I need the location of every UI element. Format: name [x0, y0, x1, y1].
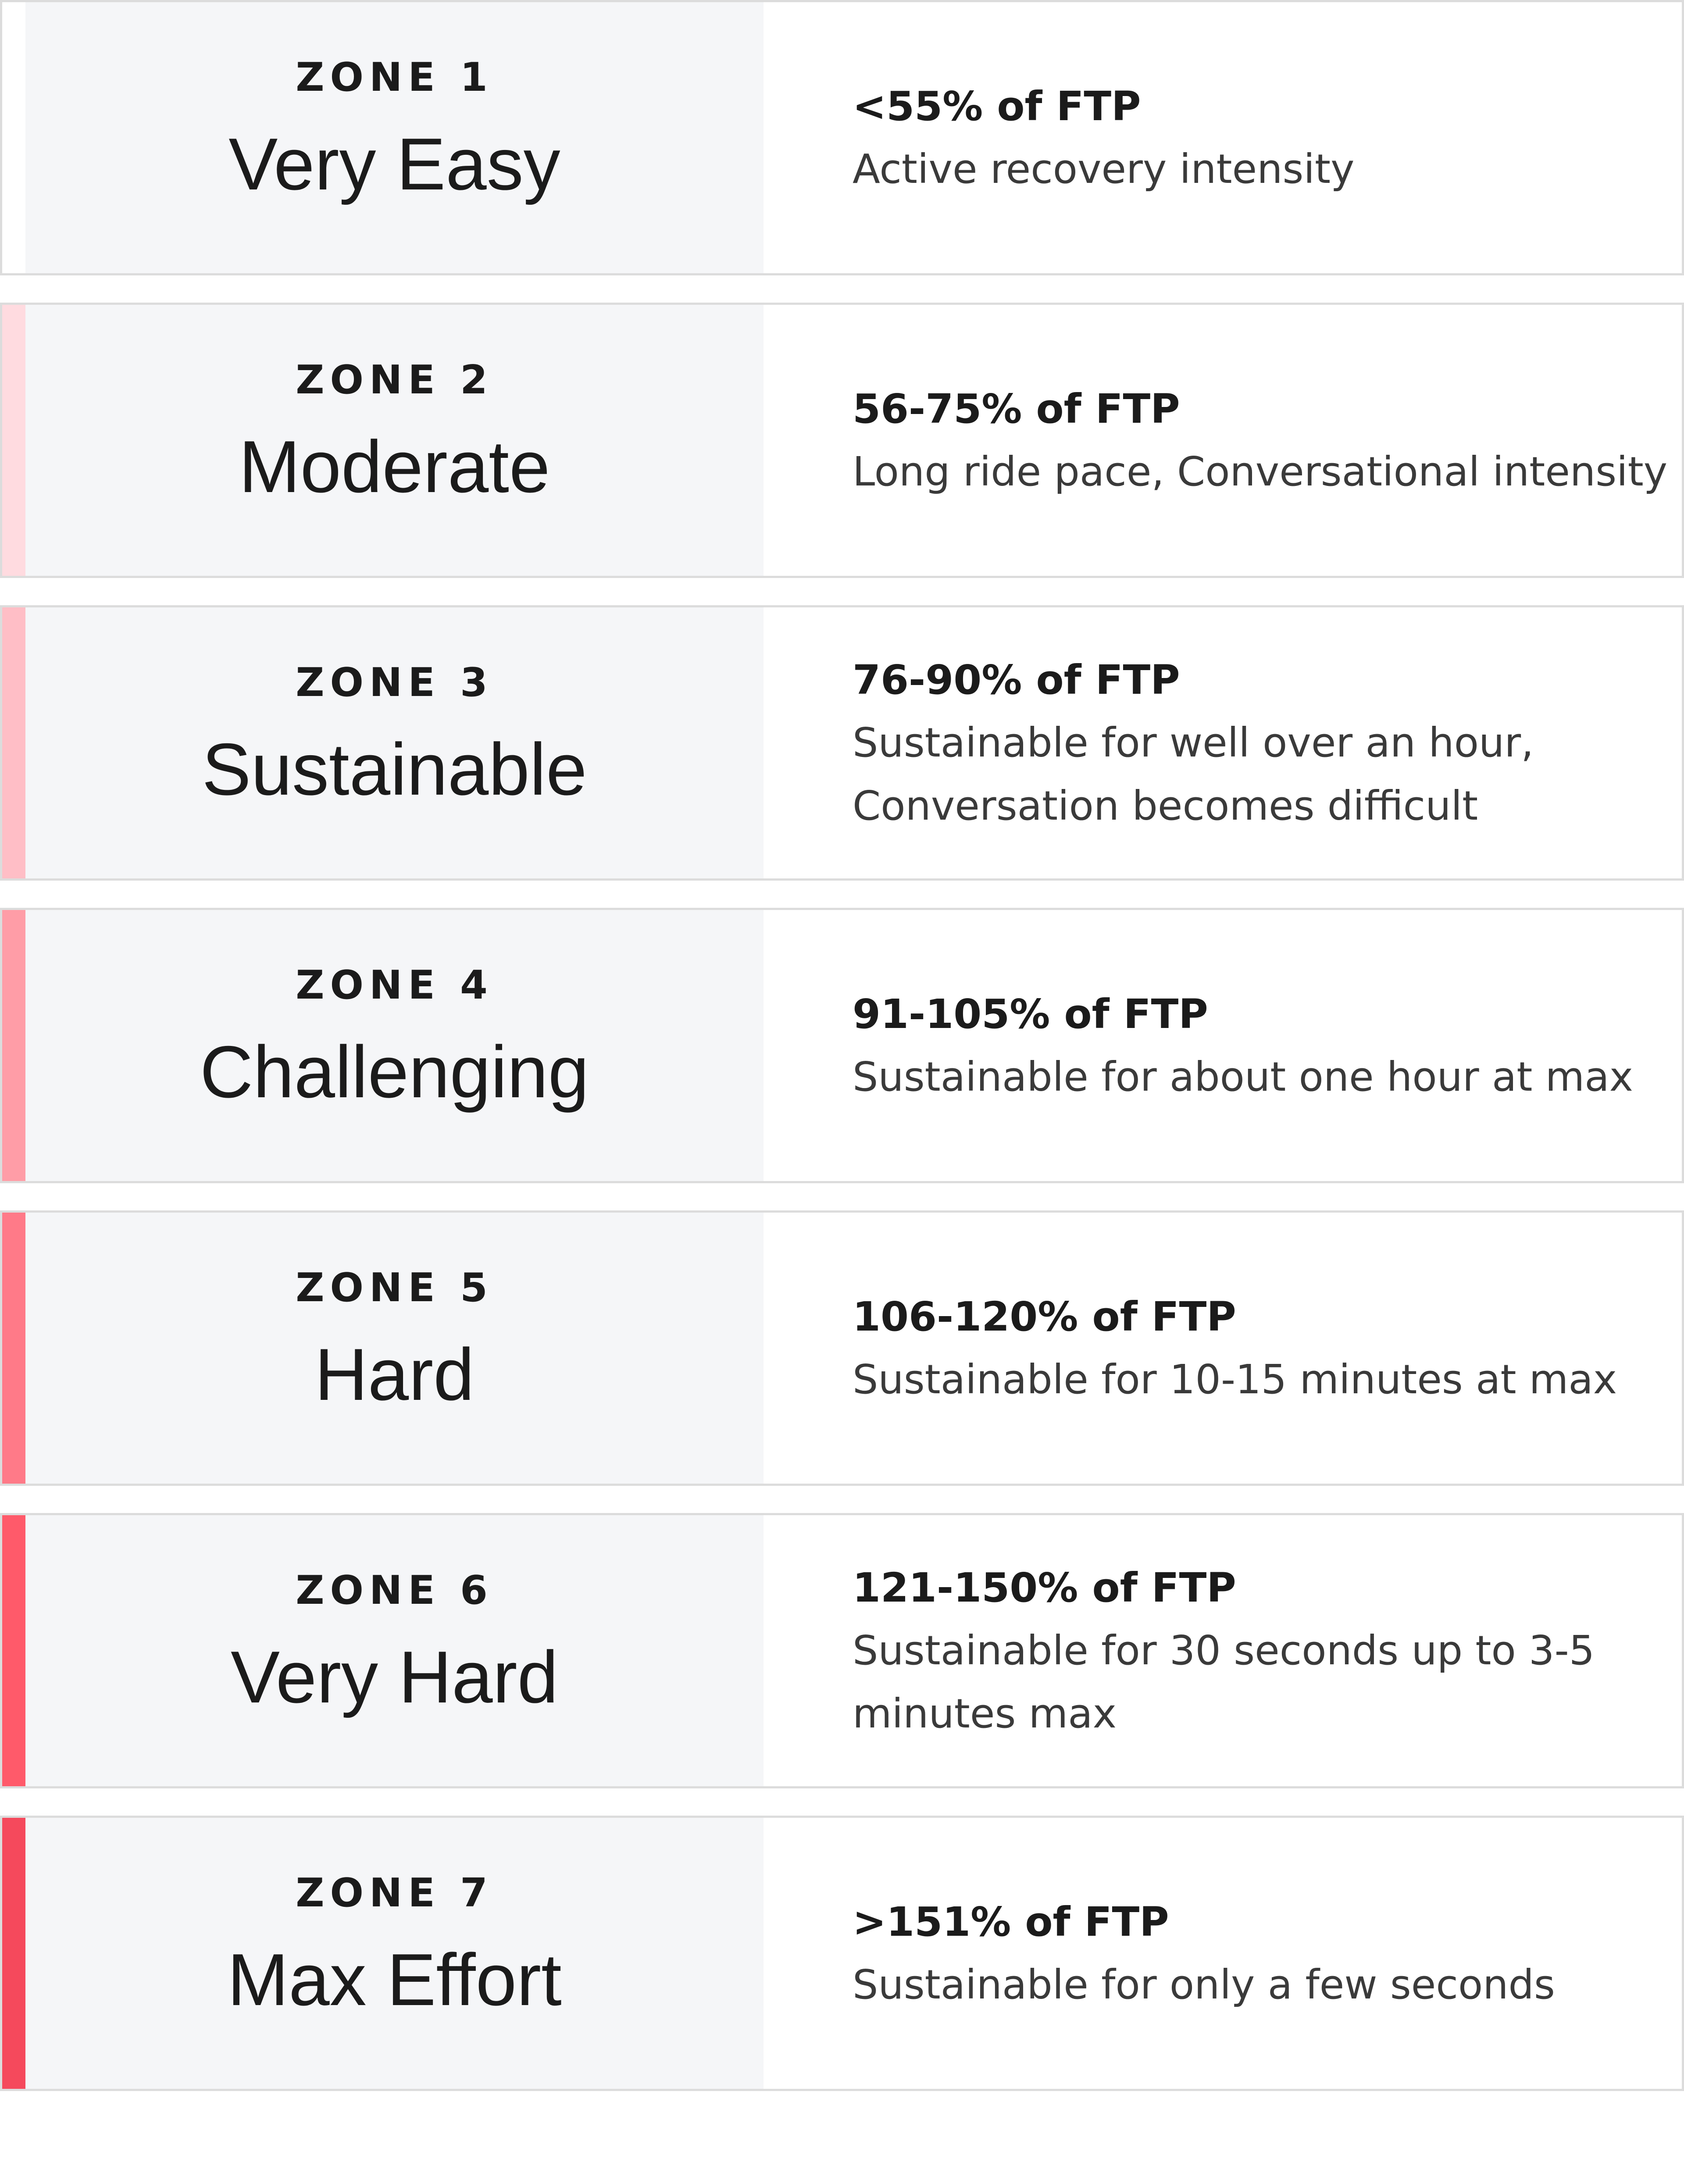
zone-accent-bar	[0, 1513, 25, 1788]
zone-number: ZONE 6	[296, 1567, 493, 1613]
zone-accent-bar	[0, 1816, 25, 2091]
zone-description: Sustainable for about one hour at max	[853, 1053, 1634, 1100]
zone-number: ZONE 3	[296, 660, 493, 706]
zone-ftp-range: >151% of FTP	[853, 1898, 1169, 1945]
zone-number: ZONE 5	[296, 1265, 493, 1311]
zone-name: Moderate	[239, 425, 550, 508]
zone-description-panel: 56-75% of FTP Long ride pace, Conversati…	[764, 303, 1683, 578]
zone-ftp-range: 106-120% of FTP	[853, 1293, 1236, 1340]
zone-description: Long ride pace, Conversational intensity	[853, 448, 1668, 495]
zone-card: ZONE 2 Moderate 56-75% of FTP Long ride …	[0, 303, 1684, 578]
zone-card: ZONE 1 Very Easy <55% of FTP Active reco…	[0, 0, 1684, 275]
zone-ftp-range: 121-150% of FTP	[853, 1564, 1236, 1611]
zone-description-panel: 76-90% of FTP Sustainable for well over …	[764, 605, 1683, 881]
zone-name: Very Hard	[231, 1636, 558, 1718]
zone-ftp-range: 76-90% of FTP	[853, 656, 1180, 703]
zone-description-panel: 91-105% of FTP Sustainable for about one…	[764, 908, 1683, 1183]
zone-description: Active recovery intensity	[853, 145, 1355, 193]
zone-name: Sustainable	[202, 728, 587, 810]
zone-number: ZONE 7	[296, 1870, 493, 1916]
zone-name: Max Effort	[227, 1938, 562, 2021]
zone-number: ZONE 4	[296, 962, 493, 1008]
zone-description-panel: <55% of FTP Active recovery intensity	[764, 0, 1683, 275]
zone-accent-bar	[0, 0, 25, 275]
zone-description-panel: 121-150% of FTP Sustainable for 30 secon…	[764, 1513, 1683, 1788]
zone-description: Sustainable for only a few seconds	[853, 1961, 1555, 2008]
zone-ftp-range: 91-105% of FTP	[853, 990, 1208, 1038]
zone-card: ZONE 7 Max Effort >151% of FTP Sustainab…	[0, 1816, 1684, 2091]
zone-card: ZONE 4 Challenging 91-105% of FTP Sustai…	[0, 908, 1684, 1183]
zone-description: Sustainable for well over an hour, Conve…	[853, 719, 1534, 829]
zone-label-panel: ZONE 5 Hard	[25, 1210, 764, 1486]
zone-accent-bar	[0, 605, 25, 881]
zone-accent-bar	[0, 1210, 25, 1486]
zone-ftp-range: 56-75% of FTP	[853, 385, 1180, 432]
zone-card: ZONE 3 Sustainable 76-90% of FTP Sustain…	[0, 605, 1684, 881]
zone-name: Very Easy	[228, 123, 560, 205]
zone-description: Sustainable for 30 seconds up to 3-5 min…	[853, 1627, 1595, 1737]
zone-label-panel: ZONE 4 Challenging	[25, 908, 764, 1183]
zone-name: Challenging	[200, 1031, 589, 1113]
zone-number: ZONE 2	[296, 357, 493, 403]
zone-label-panel: ZONE 1 Very Easy	[25, 0, 764, 275]
zone-description: Sustainable for 10-15 minutes at max	[853, 1356, 1617, 1403]
zone-ftp-range: <55% of FTP	[853, 82, 1141, 130]
zone-description-panel: >151% of FTP Sustainable for only a few …	[764, 1816, 1683, 2091]
zone-description-panel: 106-120% of FTP Sustainable for 10-15 mi…	[764, 1210, 1683, 1486]
zone-label-panel: ZONE 2 Moderate	[25, 303, 764, 578]
zone-accent-bar	[0, 303, 25, 578]
zone-name: Hard	[314, 1333, 475, 1416]
zone-label-panel: ZONE 7 Max Effort	[25, 1816, 764, 2091]
zone-number: ZONE 1	[296, 54, 493, 100]
zone-label-panel: ZONE 6 Very Hard	[25, 1513, 764, 1788]
zone-card: ZONE 5 Hard 106-120% of FTP Sustainable …	[0, 1210, 1684, 1486]
zone-card: ZONE 6 Very Hard 121-150% of FTP Sustain…	[0, 1513, 1684, 1788]
zone-label-panel: ZONE 3 Sustainable	[25, 605, 764, 881]
zone-accent-bar	[0, 908, 25, 1183]
